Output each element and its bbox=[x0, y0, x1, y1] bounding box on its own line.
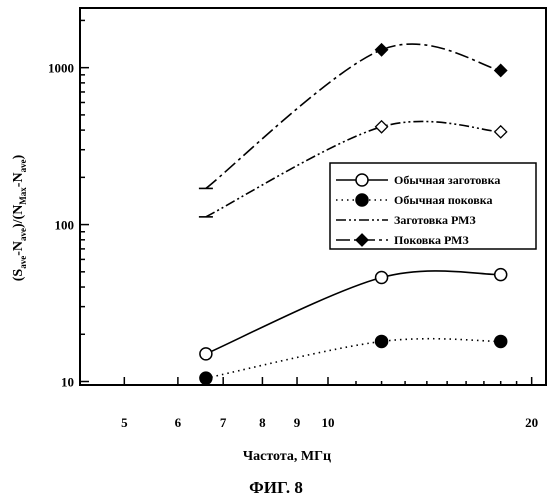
figure-caption: ФИГ. 8 bbox=[249, 478, 303, 497]
x-tick-label: 8 bbox=[259, 415, 266, 430]
y-axis-title-part: ) bbox=[11, 154, 26, 159]
data-point bbox=[200, 348, 212, 360]
y-axis-title-part: (S bbox=[11, 269, 26, 282]
legend: Обычная заготовка Обычная поковка Заготовк… bbox=[330, 163, 536, 249]
y-tick-label: 100 bbox=[55, 218, 75, 233]
legend-label: Обычная поковка bbox=[394, 193, 492, 207]
data-point bbox=[376, 44, 388, 56]
x-tick-label: 7 bbox=[220, 415, 227, 430]
x-axis-title: Частота, МГц bbox=[243, 449, 331, 464]
y-axis-title-part: -N bbox=[11, 241, 26, 256]
series-2 bbox=[200, 335, 507, 384]
data-point bbox=[376, 272, 388, 284]
y-tick-label: 10 bbox=[61, 375, 74, 390]
legend-label: Обычная заготовка bbox=[394, 173, 500, 187]
y-axis-title-subscript: Max bbox=[18, 187, 28, 205]
y-axis-title-subscript: ave bbox=[18, 228, 28, 241]
legend-marker bbox=[356, 194, 368, 206]
x-tick-label: 5 bbox=[121, 415, 128, 430]
legend-marker bbox=[356, 174, 368, 186]
series-line bbox=[206, 339, 501, 378]
y-axis-title-part: -N bbox=[11, 172, 26, 187]
x-tick-label: 10 bbox=[321, 415, 334, 430]
y-axis-ticks: 10 100 1000 bbox=[48, 20, 89, 389]
data-point bbox=[495, 335, 507, 347]
data-point bbox=[495, 269, 507, 281]
x-tick-label: 20 bbox=[525, 415, 538, 430]
x-tick-label: 9 bbox=[294, 415, 301, 430]
data-point bbox=[376, 121, 388, 133]
series-line bbox=[206, 271, 501, 354]
data-point bbox=[376, 335, 388, 347]
y-tick-label: 1000 bbox=[48, 61, 74, 76]
y-axis-title: (Save-Nave)/(NMax-Nave) bbox=[11, 154, 28, 281]
x-tick-label: 6 bbox=[175, 415, 182, 430]
y-axis-title-subscript: ave bbox=[18, 159, 28, 172]
legend-label: Поковка РМЗ bbox=[394, 233, 469, 247]
legend-label: Заготовка РМЗ bbox=[394, 213, 476, 227]
data-point bbox=[495, 64, 507, 76]
series-1 bbox=[200, 269, 507, 360]
data-point bbox=[495, 126, 507, 138]
y-axis-title-subscript: ave bbox=[18, 256, 28, 269]
y-axis-title-part: )/(N bbox=[11, 205, 26, 228]
data-point bbox=[200, 372, 212, 384]
